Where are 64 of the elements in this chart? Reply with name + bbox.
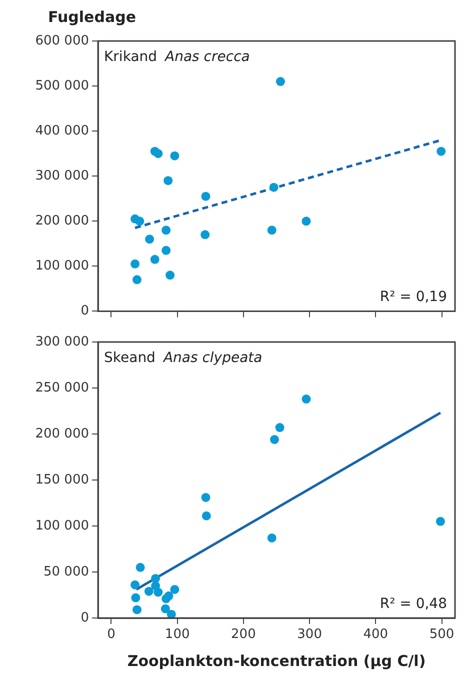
text: Skeand	[104, 350, 156, 366]
point	[436, 146, 446, 156]
y-tick-label: 600 000	[35, 33, 89, 48]
point	[170, 584, 180, 594]
y-tick-label: 300 000	[35, 334, 89, 350]
y-tick-label: 250 000	[35, 380, 89, 396]
x-tick-label: 400	[363, 627, 388, 642]
point	[162, 226, 171, 235]
point	[150, 254, 160, 264]
point	[170, 151, 180, 160]
y-tick-label: 150 000	[35, 472, 89, 488]
point	[144, 586, 154, 596]
point	[302, 394, 311, 404]
point	[154, 588, 163, 597]
point	[162, 594, 171, 604]
point	[154, 149, 163, 158]
text: Krikand	[104, 49, 158, 65]
annotation: R² = 0,19	[380, 289, 447, 306]
point	[164, 176, 173, 186]
point	[267, 533, 276, 542]
y-tick-label: 100 000	[35, 258, 89, 274]
point	[267, 226, 276, 235]
x-tick-label: 0	[107, 627, 116, 642]
point	[202, 511, 211, 520]
y-tick-label: 300 000	[35, 168, 89, 184]
point	[200, 230, 210, 240]
point	[302, 216, 311, 226]
point	[160, 604, 170, 614]
y-tick-label: 50 000	[44, 564, 89, 580]
point	[136, 562, 145, 572]
point	[132, 275, 142, 284]
x-tick-label: 500	[429, 627, 454, 642]
y-tick-label: 0	[80, 610, 89, 626]
y-tick-label: 500 000	[35, 78, 89, 94]
point	[130, 580, 140, 590]
point	[132, 605, 142, 614]
point	[201, 192, 210, 201]
x-tick-label: 300	[297, 627, 322, 642]
text: Anas clypeata	[162, 350, 262, 366]
x-axis-title: Zooplankton-koncentration (µg C/l)	[127, 652, 426, 670]
point	[201, 492, 210, 502]
point	[130, 259, 140, 268]
point	[269, 182, 278, 192]
point	[166, 270, 175, 280]
y-tick-label: 400 000	[35, 123, 89, 138]
x-tick-label: 100	[164, 627, 190, 642]
point	[436, 516, 445, 526]
text: Anas crecca	[164, 49, 250, 65]
y-tick-label: 100 000	[35, 518, 89, 534]
point	[151, 574, 160, 583]
point	[270, 435, 280, 444]
point	[166, 610, 176, 618]
point	[276, 77, 285, 86]
point	[135, 216, 144, 226]
point	[131, 593, 140, 602]
annotation: R² = 0,48	[380, 596, 447, 612]
y-axis-title: Fugledage	[48, 8, 136, 26]
y-tick-label: 0	[80, 304, 89, 319]
x-tick-label: 200	[231, 627, 256, 642]
point	[145, 234, 154, 244]
point	[162, 246, 171, 255]
y-tick-label: 200 000	[35, 426, 89, 442]
point	[275, 423, 284, 432]
y-tick-label: 200 000	[35, 214, 89, 229]
